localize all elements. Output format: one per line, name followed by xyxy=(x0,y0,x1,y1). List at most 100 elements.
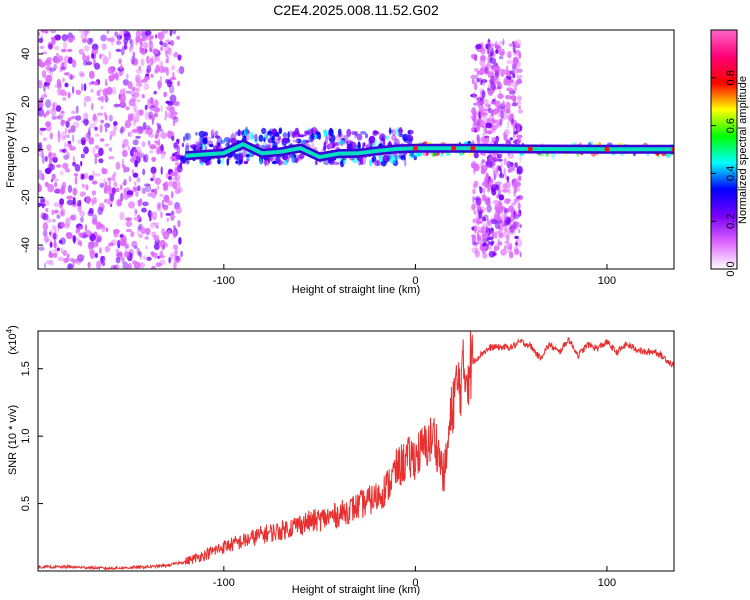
heatmap-cell-0 xyxy=(98,158,104,164)
heatmap-cell-0 xyxy=(64,127,67,134)
heatmap-cell-1 xyxy=(281,137,288,144)
heatmap-cell-1 xyxy=(295,134,299,139)
heatmap-cell-0 xyxy=(133,115,140,123)
heatmap-cell-0 xyxy=(166,130,172,139)
heatmap-cell-0 xyxy=(151,55,157,64)
heatmap-cell-0 xyxy=(159,259,166,266)
heatmap-cell-3 xyxy=(485,62,492,70)
heatmap-cell-0 xyxy=(84,95,92,102)
heatmap-cell-3 xyxy=(485,122,493,129)
heatmap-cell-0 xyxy=(121,256,125,264)
heatmap-cell-3 xyxy=(474,120,477,128)
heatmap-cell-0 xyxy=(104,122,111,129)
heatmap-cell-0 xyxy=(66,48,73,53)
heatmap-cell-0 xyxy=(107,177,112,181)
heatmap-cell-0 xyxy=(67,129,72,134)
heatmap-cell-3 xyxy=(472,218,478,224)
heatmap-cell-0 xyxy=(91,218,98,225)
heatmap-cell-0 xyxy=(129,38,132,44)
heatmap-cell-3 xyxy=(474,81,478,91)
heatmap-cell-0 xyxy=(175,205,182,214)
heatmap-cell-0 xyxy=(115,48,122,53)
heatmap-cell-0 xyxy=(152,48,159,55)
heatmap-cell-0 xyxy=(53,57,61,64)
heatmap-cell-0 xyxy=(177,181,181,189)
heatmap-cell-3 xyxy=(488,79,495,85)
heatmap-cell-0 xyxy=(158,138,161,147)
heatmap-cell-1 xyxy=(259,158,262,165)
heatmap-cell-0 xyxy=(60,247,64,254)
heatmap-cell-3 xyxy=(505,181,511,189)
heatmap-cell-0 xyxy=(87,241,93,250)
heatmap-cell-3 xyxy=(493,65,497,72)
ridge-point xyxy=(451,145,457,151)
heatmap-cell-3 xyxy=(482,79,486,86)
heatmap-cell-0 xyxy=(160,144,164,152)
heatmap-cell-0 xyxy=(139,262,145,269)
heatmap-cell-0 xyxy=(88,81,93,86)
heatmap-cell-0 xyxy=(164,242,169,248)
heatmap-cell-0 xyxy=(176,68,181,74)
heatmap-cell-0 xyxy=(93,197,97,204)
heatmap-cell-3 xyxy=(510,113,514,120)
heatmap-cell-0 xyxy=(123,42,128,50)
heatmap-cell-0 xyxy=(62,97,67,101)
heatmap-cell-0 xyxy=(140,50,147,56)
heatmap-cell-0 xyxy=(152,211,157,221)
heatmap-cell-0 xyxy=(163,91,168,98)
heatmap-cell-3 xyxy=(480,168,486,175)
heatmap-cell-0 xyxy=(80,72,85,77)
heatmap-cell-0 xyxy=(144,236,149,240)
heatmap-cell-0 xyxy=(44,167,52,175)
heatmap-cell-0 xyxy=(89,122,97,129)
heatmap-cell-0 xyxy=(96,90,101,97)
heatmap-cell-0 xyxy=(56,87,62,96)
heatmap-cell-0 xyxy=(160,129,164,132)
heatmap-cell-0 xyxy=(42,70,47,79)
heatmap-cell-0 xyxy=(115,187,120,193)
heatmap-cell-0 xyxy=(44,236,49,244)
heatmap-cell-3 xyxy=(510,166,516,172)
heatmap-cell-0 xyxy=(148,133,155,138)
heatmap-cell-1 xyxy=(181,142,185,148)
heatmap-cell-0 xyxy=(66,253,70,259)
heatmap-cell-0 xyxy=(137,226,142,231)
heatmap-cell-1 xyxy=(202,137,208,145)
heatmap-cell-3 xyxy=(470,74,476,80)
heatmap-cell-3 xyxy=(517,210,520,217)
heatmap-cell-0 xyxy=(159,193,164,198)
heatmap-cell-0 xyxy=(120,125,124,135)
heatmap-cell-3 xyxy=(473,151,479,159)
heatmap-cell-0 xyxy=(155,262,162,267)
heatmap-cell-3 xyxy=(517,95,522,102)
heatmap-cell-0 xyxy=(151,156,157,163)
heatmap-cell-1 xyxy=(185,132,192,141)
heatmap-cell-0 xyxy=(67,117,72,121)
heatmap-cell-0 xyxy=(115,257,121,264)
heatmap-cell-3 xyxy=(514,199,518,202)
heatmap-cell-0 xyxy=(137,229,140,236)
heatmap-cell-0 xyxy=(106,184,112,192)
heatmap-cell-0 xyxy=(117,240,121,249)
heatmap-cell-1 xyxy=(294,127,300,136)
heatmap-cell-0 xyxy=(57,114,64,120)
heatmap-cell-0 xyxy=(66,152,70,159)
heatmap-cell-0 xyxy=(136,151,141,157)
heatmap-cell-3 xyxy=(500,68,505,77)
heatmap-cell-3 xyxy=(482,214,489,222)
heatmap-cell-3 xyxy=(497,153,503,159)
heatmap-cell-1 xyxy=(246,158,250,162)
heatmap-cell-0 xyxy=(88,137,95,145)
heatmap-cell-3 xyxy=(502,100,505,108)
heatmap-cell-3 xyxy=(504,198,511,205)
heatmap-cell-0 xyxy=(94,62,101,70)
heatmap-cell-0 xyxy=(98,147,104,156)
heatmap-cell-3 xyxy=(519,252,522,258)
heatmap-cell-3 xyxy=(497,85,502,90)
heatmap-cell-0 xyxy=(109,130,117,137)
heatmap-cell-0 xyxy=(49,231,52,236)
heatmap-cell-0 xyxy=(172,121,176,127)
heatmap-cell-0 xyxy=(146,256,152,261)
heatmap-cell-0 xyxy=(66,195,74,200)
spectrogram-y-tick-label: -40 xyxy=(20,237,32,253)
